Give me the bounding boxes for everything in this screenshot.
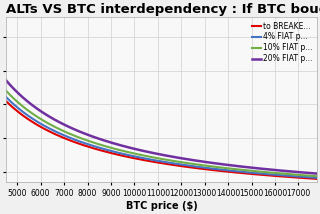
to BREAKE... [4,99,7,102]
4% FIAT p... [315,177,319,179]
20% FIAT p... [59,122,63,124]
20% FIAT p... [4,79,7,81]
to BREAKE... [145,159,148,162]
10% FIAT p... [238,168,242,171]
to BREAKE... [84,145,88,147]
Text: ALTs VS BTC interdependency : If BTC bought at $7K: ALTs VS BTC interdependency : If BTC bou… [5,3,320,16]
20% FIAT p... [145,150,148,153]
to BREAKE... [212,169,216,171]
10% FIAT p... [84,139,88,141]
Line: to BREAKE...: to BREAKE... [5,101,317,179]
10% FIAT p... [59,128,63,131]
4% FIAT p... [59,133,63,135]
4% FIAT p... [4,95,7,98]
20% FIAT p... [212,162,216,164]
10% FIAT p... [145,155,148,157]
Line: 20% FIAT p...: 20% FIAT p... [5,80,317,174]
Line: 4% FIAT p...: 4% FIAT p... [5,97,317,178]
10% FIAT p... [315,175,319,178]
4% FIAT p... [187,164,191,167]
Line: 10% FIAT p...: 10% FIAT p... [5,90,317,176]
4% FIAT p... [238,170,242,173]
10% FIAT p... [4,89,7,92]
to BREAKE... [315,178,319,180]
10% FIAT p... [187,162,191,165]
X-axis label: BTC price ($): BTC price ($) [125,201,197,211]
20% FIAT p... [238,165,242,168]
to BREAKE... [187,166,191,168]
10% FIAT p... [212,165,216,168]
20% FIAT p... [187,158,191,161]
4% FIAT p... [84,142,88,145]
to BREAKE... [238,172,242,174]
20% FIAT p... [315,172,319,175]
4% FIAT p... [212,168,216,170]
to BREAKE... [59,135,63,138]
Legend: to BREAKE..., 4% FIAT p..., 10% FIAT p..., 20% FIAT p...: to BREAKE..., 4% FIAT p..., 10% FIAT p..… [251,21,313,64]
4% FIAT p... [145,158,148,160]
20% FIAT p... [84,133,88,135]
